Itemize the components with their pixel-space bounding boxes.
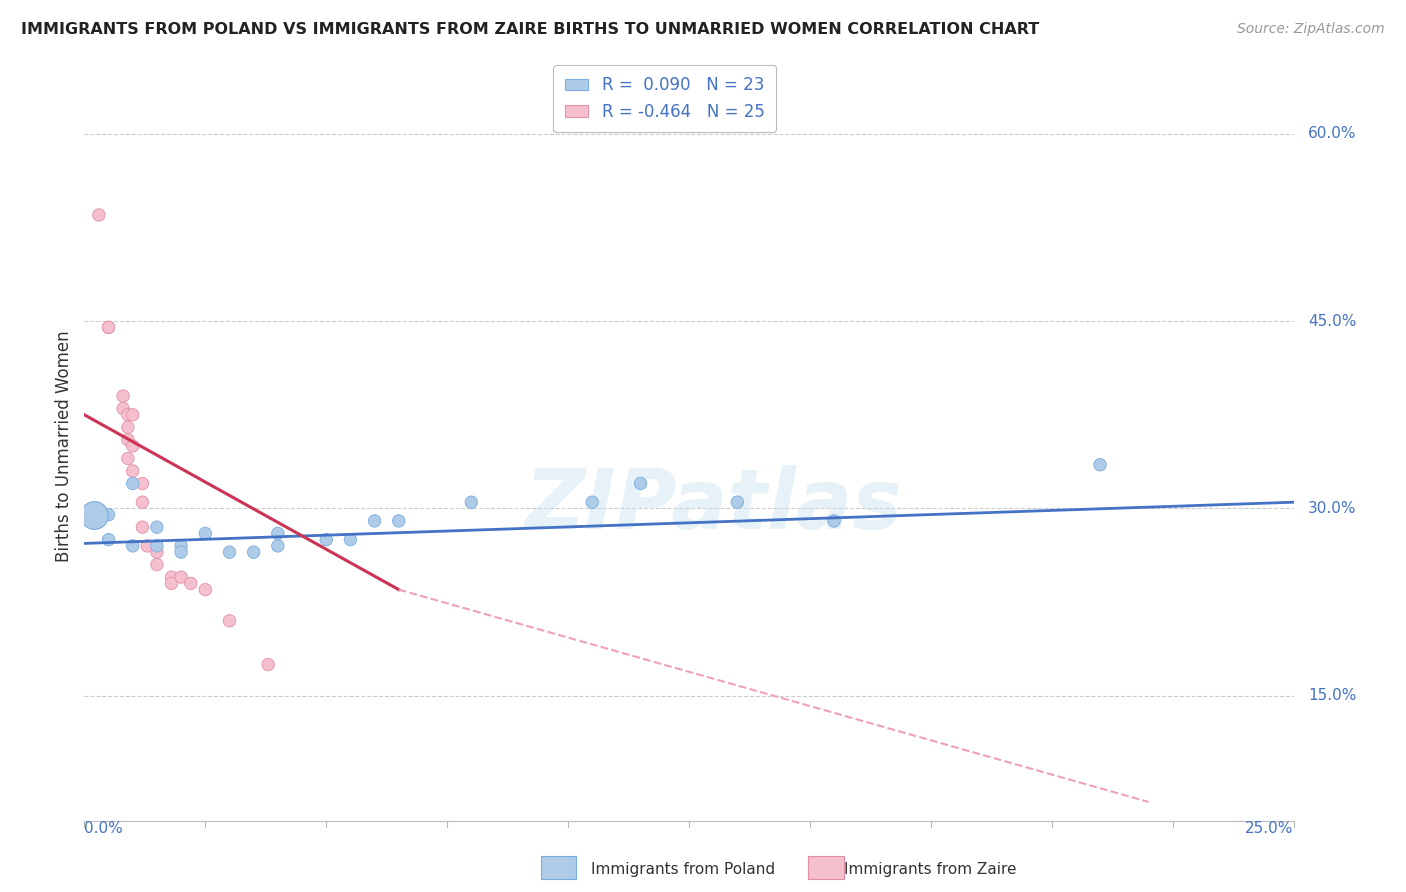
Point [170,545,193,559]
Point [146,539,169,553]
Text: 15.0%: 15.0% [1308,689,1357,703]
Text: Source: ZipAtlas.com: Source: ZipAtlas.com [1237,22,1385,37]
Point [121,439,143,453]
Point [267,539,290,553]
Point [131,495,153,509]
Y-axis label: Births to Unmarried Women: Births to Unmarried Women [55,330,73,562]
Point [117,433,139,447]
Point [194,526,217,541]
Point [97,508,120,522]
Point [170,570,193,584]
Point [363,514,385,528]
Point [725,495,748,509]
Text: IMMIGRANTS FROM POLAND VS IMMIGRANTS FROM ZAIRE BIRTHS TO UNMARRIED WOMEN CORREL: IMMIGRANTS FROM POLAND VS IMMIGRANTS FRO… [21,22,1039,37]
Point [160,570,183,584]
Point [131,520,153,534]
Point [146,545,169,559]
Point [112,401,135,416]
Legend: R =  0.090   N = 23, R = -0.464   N = 25: R = 0.090 N = 23, R = -0.464 N = 25 [554,65,776,132]
Point [630,476,652,491]
Point [117,420,139,434]
Point [83,508,105,522]
Point [242,545,264,559]
Point [1088,458,1111,472]
Point [315,533,337,547]
Point [388,514,411,528]
Point [581,495,603,509]
Point [146,558,169,572]
Point [117,451,139,466]
Point [131,476,153,491]
Point [218,545,240,559]
Point [121,476,143,491]
Text: 45.0%: 45.0% [1308,314,1357,328]
Point [121,464,143,478]
Point [180,576,202,591]
Point [146,520,169,534]
Point [121,408,143,422]
Point [87,208,110,222]
Text: Immigrants from Poland: Immigrants from Poland [591,863,775,877]
Point [117,408,139,422]
Point [136,539,159,553]
Point [97,533,120,547]
Point [112,389,135,403]
Point [121,539,143,553]
Point [97,320,120,334]
Point [218,614,240,628]
Text: ZIPatlas: ZIPatlas [524,466,903,547]
Text: 0.0%: 0.0% [84,821,124,836]
Point [257,657,280,672]
Text: 60.0%: 60.0% [1308,127,1357,141]
Text: 30.0%: 30.0% [1308,501,1357,516]
Point [339,533,361,547]
Point [267,526,290,541]
Point [97,320,120,334]
Point [170,539,193,553]
Text: Immigrants from Zaire: Immigrants from Zaire [844,863,1017,877]
Point [460,495,482,509]
Point [160,576,183,591]
Text: 25.0%: 25.0% [1246,821,1294,836]
Point [194,582,217,597]
Point [823,514,845,528]
